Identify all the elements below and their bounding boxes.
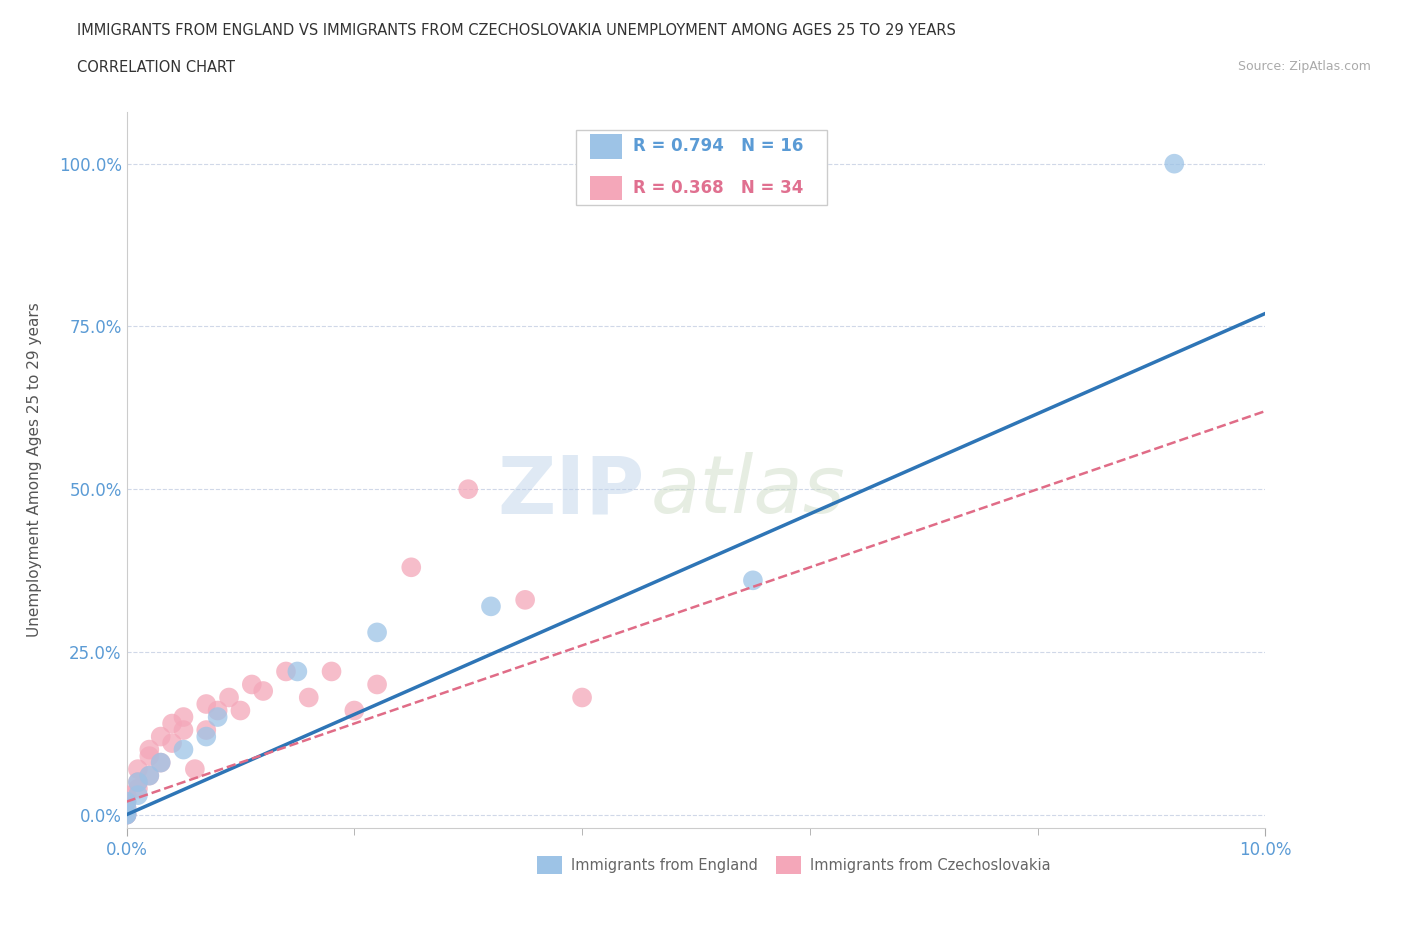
Point [127, 775, 149, 790]
Point [115, 801, 138, 816]
Point [138, 749, 160, 764]
Point [195, 723, 218, 737]
Point [160, 736, 183, 751]
Text: CORRELATION CHART: CORRELATION CHART [77, 60, 235, 75]
Point [115, 807, 138, 822]
Point [160, 716, 183, 731]
Point [149, 755, 172, 770]
Point [401, 560, 423, 575]
Point [457, 482, 479, 497]
Point [479, 599, 502, 614]
Text: ZIP: ZIP [498, 452, 645, 530]
Text: R = 0.368   N = 34: R = 0.368 N = 34 [633, 179, 804, 197]
Point [207, 710, 229, 724]
Point [515, 592, 537, 607]
Point [195, 729, 218, 744]
Point [195, 697, 218, 711]
Text: Immigrants from Czechoslovakia: Immigrants from Czechoslovakia [810, 858, 1050, 873]
Text: IMMIGRANTS FROM ENGLAND VS IMMIGRANTS FROM CZECHOSLOVAKIA UNEMPLOYMENT AMONG AGE: IMMIGRANTS FROM ENGLAND VS IMMIGRANTS FR… [77, 23, 956, 38]
Point [1163, 156, 1185, 171]
Text: Source: ZipAtlas.com: Source: ZipAtlas.com [1237, 60, 1371, 73]
Point [127, 762, 149, 777]
Point [298, 690, 321, 705]
Point [172, 723, 194, 737]
Point [127, 781, 149, 796]
Point [127, 775, 149, 790]
Point [240, 677, 263, 692]
Point [207, 703, 229, 718]
Point [115, 801, 138, 816]
Point [274, 664, 297, 679]
Point [138, 742, 160, 757]
FancyBboxPatch shape [591, 134, 621, 159]
Point [115, 807, 138, 822]
Point [742, 573, 765, 588]
FancyBboxPatch shape [537, 857, 561, 874]
Point [127, 788, 149, 803]
Y-axis label: Unemployment Among Ages 25 to 29 years: Unemployment Among Ages 25 to 29 years [27, 302, 42, 637]
Point [172, 742, 194, 757]
Point [172, 710, 194, 724]
Point [252, 684, 274, 698]
Point [115, 794, 138, 809]
Point [115, 807, 138, 822]
Point [321, 664, 343, 679]
Point [366, 677, 388, 692]
Point [149, 755, 172, 770]
Point [343, 703, 366, 718]
Point [138, 768, 160, 783]
Point [138, 768, 160, 783]
FancyBboxPatch shape [576, 129, 827, 205]
Text: R = 0.794   N = 16: R = 0.794 N = 16 [633, 138, 804, 155]
Point [149, 729, 172, 744]
FancyBboxPatch shape [776, 857, 801, 874]
Text: atlas: atlas [651, 452, 845, 530]
Point [115, 788, 138, 803]
Point [366, 625, 388, 640]
Text: Immigrants from England: Immigrants from England [571, 858, 758, 873]
Point [229, 703, 252, 718]
Point [115, 794, 138, 809]
Point [184, 762, 207, 777]
FancyBboxPatch shape [591, 176, 621, 200]
Point [287, 664, 309, 679]
Point [218, 690, 240, 705]
Point [115, 807, 138, 822]
Point [571, 690, 593, 705]
